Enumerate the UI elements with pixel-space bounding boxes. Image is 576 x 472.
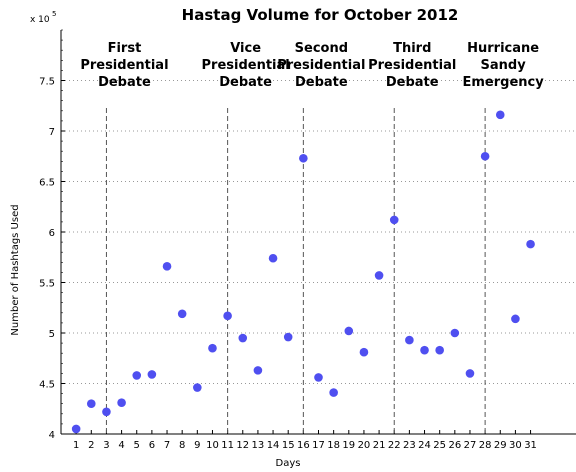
x-tick-label: 30 [509,440,522,451]
y-tick-label: 6.5 [39,178,55,189]
x-tick-label: 1 [73,440,79,451]
event-annotation-line: Third [393,41,431,56]
data-point [451,329,460,338]
x-tick-label: 19 [342,440,355,451]
x-tick-label: 17 [312,440,325,451]
x-tick-label: 26 [448,440,461,451]
event-annotation-line: Presidential [368,58,456,73]
x-tick-label: 13 [252,440,265,451]
event-annotation: Second Presidential Debate [277,41,365,90]
y-multiplier-exponent: 5 [52,10,56,18]
x-tick-label: 7 [164,440,170,451]
y-axis-label: Number of Hashtags Used [10,204,21,335]
x-tick-label: 8 [179,440,185,451]
data-point [223,312,232,321]
data-point [178,310,187,319]
data-point [72,425,81,434]
x-tick-label: 18 [327,440,340,451]
event-annotation-line: Second [295,41,348,56]
event-annotation-line: Presidential [80,58,168,73]
data-point [360,348,369,357]
data-point [208,344,217,353]
data-point [314,373,323,382]
chart-title: Hastag Volume for October 2012 [182,6,459,24]
y-tick-label: 6 [49,228,55,239]
x-tick-label: 31 [524,440,537,451]
data-point [284,333,293,342]
data-point [102,407,111,416]
data-point [329,388,338,397]
data-point [117,398,126,407]
data-point [481,152,490,161]
event-annotation: First Presidential Debate [80,41,168,90]
x-tick-label: 6 [149,440,155,451]
data-point [87,399,96,408]
y-tick-label: 7.5 [39,77,55,88]
x-tick-label: 25 [433,440,446,451]
event-annotation: Hurricane Sandy Emergency [463,41,545,90]
event-annotation-line: Debate [219,75,272,90]
y-tick-label: 5.5 [39,279,55,290]
x-tick-label: 23 [403,440,416,451]
x-tick-label: 10 [206,440,219,451]
event-annotation-line: Vice [230,41,261,56]
data-point [299,154,308,163]
data-point [238,334,247,343]
data-point [132,371,141,380]
y-tick-label: 7 [49,127,55,138]
data-point [526,240,535,249]
x-tick-label: 5 [134,440,140,451]
event-annotation-line: Debate [295,75,348,90]
x-tick-label: 11 [221,440,234,451]
data-point [390,216,399,225]
x-tick-label: 9 [194,440,200,451]
y-tick-label: 4.5 [39,380,55,391]
event-annotation-line: Debate [386,75,439,90]
data-point [344,327,353,336]
x-tick-label: 2 [88,440,94,451]
event-annotation-line: Sandy [481,58,527,73]
x-tick-label: 22 [388,440,401,451]
x-tick-label: 28 [479,440,492,451]
event-annotation-line: First [108,41,142,56]
data-point [193,383,202,392]
data-point [511,315,520,324]
event-annotation-line: Presidential [277,58,365,73]
data-point [466,369,475,378]
x-tick-label: 29 [494,440,507,451]
y-tick-label: 4 [49,430,55,441]
data-point [163,262,172,271]
x-tick-label: 3 [103,440,109,451]
x-axis-label: Days [276,458,301,469]
data-point [254,366,263,375]
event-annotation-line: Emergency [463,75,545,90]
x-tick-label: 4 [118,440,124,451]
data-point [375,271,384,280]
event-annotation: Third Presidential Debate [368,41,456,90]
data-point [405,336,414,345]
data-point [148,370,157,379]
x-tick-label: 12 [236,440,249,451]
x-tick-label: 15 [282,440,295,451]
y-multiplier-label: x 10 [30,15,50,25]
event-annotation-line: Debate [98,75,151,90]
x-tick-label: 21 [373,440,386,451]
y-tick-label: 5 [49,329,55,340]
data-point [420,346,429,355]
data-point [435,346,444,355]
x-tick-label: 16 [297,440,310,451]
x-tick-label: 27 [464,440,477,451]
x-tick-label: 14 [267,440,280,451]
event-annotation-line: Hurricane [467,41,539,56]
data-point [496,111,505,120]
x-tick-label: 24 [418,440,431,451]
data-point [269,254,278,263]
x-tick-label: 20 [358,440,371,451]
